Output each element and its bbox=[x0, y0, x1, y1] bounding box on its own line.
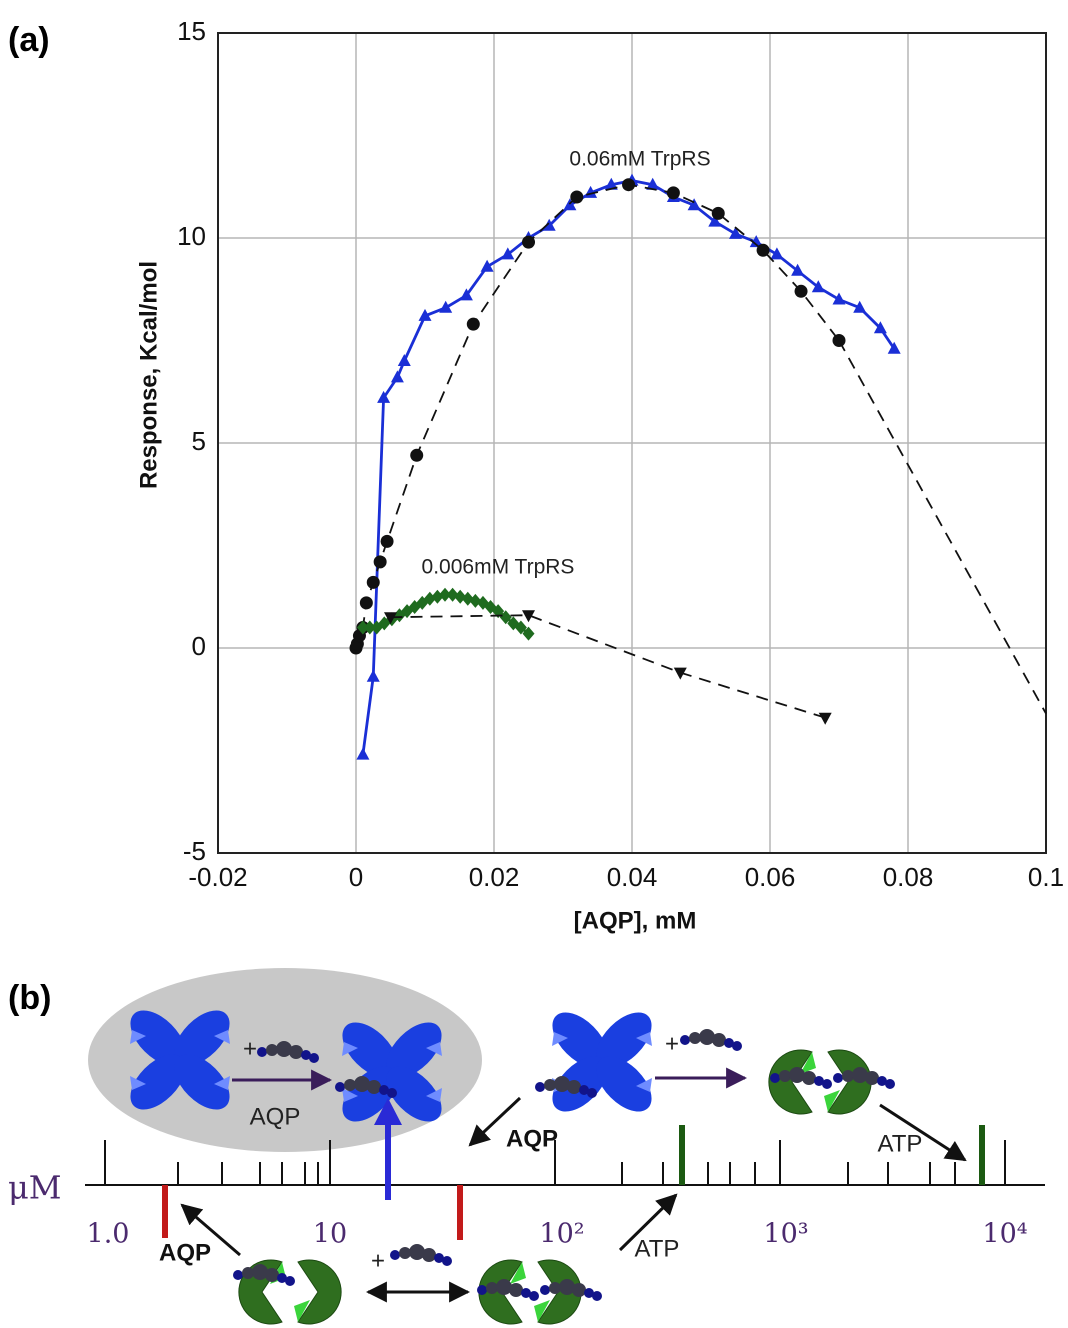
label: AQP bbox=[250, 1103, 301, 1130]
annotation: 0.06mM TrpRS bbox=[569, 148, 710, 171]
data-point bbox=[356, 747, 370, 760]
data-point bbox=[522, 626, 535, 641]
scale-label: 1.0 bbox=[87, 1219, 130, 1250]
data-point bbox=[514, 620, 527, 635]
label: + bbox=[665, 1030, 679, 1057]
y-tick-label: 15 bbox=[177, 16, 206, 46]
data-point bbox=[522, 235, 535, 249]
data-point bbox=[363, 620, 376, 635]
marker-red bbox=[162, 1185, 463, 1240]
data-point bbox=[711, 206, 725, 220]
data-point bbox=[811, 280, 825, 293]
data-point bbox=[570, 190, 584, 204]
data-point bbox=[708, 214, 722, 227]
y-axis-label: Response, Kcal/mol bbox=[135, 261, 162, 489]
arrow bbox=[468, 1096, 522, 1147]
enzyme-blue bbox=[542, 1002, 662, 1122]
y-tick-label: 0 bbox=[192, 631, 206, 661]
marker-green bbox=[679, 1125, 985, 1185]
data-point bbox=[356, 620, 369, 635]
data-point bbox=[604, 177, 618, 190]
y-tick-label: 10 bbox=[177, 221, 206, 251]
plot-frame bbox=[217, 32, 1047, 854]
series-line bbox=[838, 340, 1047, 715]
data-point bbox=[522, 610, 535, 623]
data-point bbox=[832, 292, 846, 305]
data-point bbox=[646, 177, 660, 190]
data-point bbox=[480, 259, 494, 272]
data-point bbox=[853, 300, 867, 313]
data-point bbox=[366, 575, 380, 589]
unit: μM bbox=[8, 1169, 62, 1207]
data-point bbox=[397, 354, 411, 366]
y-tick-label: -5 bbox=[183, 836, 206, 866]
x-axis-label: [AQP], mM bbox=[574, 907, 697, 934]
data-point bbox=[729, 226, 742, 239]
data-point bbox=[439, 300, 453, 313]
plot-area: -0.02 0 0.02 0.04 0.06 0.08 0.1 -5 0 5 10 15 bbox=[177, 16, 1064, 892]
data-point bbox=[770, 247, 784, 260]
data-point bbox=[377, 390, 391, 403]
x-tick-label: 0.02 bbox=[469, 862, 520, 892]
x-tick-label: 0.06 bbox=[745, 862, 796, 892]
data-point bbox=[459, 288, 473, 301]
data-point bbox=[380, 534, 394, 548]
diagram: (b) bbox=[8, 968, 1045, 1325]
data-point bbox=[749, 235, 763, 248]
scale-label: 10³ bbox=[763, 1219, 808, 1250]
data-point bbox=[410, 448, 424, 462]
data-point bbox=[673, 667, 687, 680]
data-point bbox=[373, 555, 387, 569]
data-point bbox=[439, 587, 452, 602]
data-point bbox=[791, 263, 805, 276]
data-point bbox=[756, 243, 770, 257]
data-point bbox=[359, 596, 373, 610]
data-point bbox=[666, 186, 680, 200]
x-tick-label: 0 bbox=[349, 862, 363, 892]
scale-ticks bbox=[104, 1140, 1006, 1185]
x-tick-label: 0.1 bbox=[1028, 862, 1064, 892]
series-line bbox=[390, 614, 826, 719]
data-point bbox=[366, 669, 380, 682]
panel-label: (b) bbox=[8, 979, 51, 1017]
label: + bbox=[371, 1247, 385, 1274]
y-tick-label: 5 bbox=[192, 426, 206, 456]
data-point bbox=[501, 247, 515, 260]
data-point bbox=[499, 610, 512, 625]
data-point bbox=[384, 612, 397, 625]
x-tick-label: 0.08 bbox=[883, 862, 934, 892]
data-point bbox=[794, 284, 808, 298]
panel-label: (a) bbox=[8, 21, 50, 59]
data-point bbox=[622, 178, 636, 192]
label: AQP bbox=[506, 1125, 558, 1152]
data-point bbox=[492, 604, 505, 619]
data-point bbox=[418, 308, 432, 321]
arrow bbox=[879, 1103, 967, 1162]
data-point bbox=[390, 370, 404, 383]
data-point bbox=[887, 341, 901, 354]
scale-label: 10 bbox=[313, 1219, 347, 1250]
x-tick-label: 0.04 bbox=[607, 862, 658, 892]
marker-blue bbox=[374, 1098, 402, 1125]
data-point bbox=[542, 218, 556, 231]
data-point bbox=[687, 198, 701, 211]
annotation: 0.006mM TrpRS bbox=[422, 556, 575, 579]
scale-label: 10⁴ bbox=[982, 1219, 1027, 1250]
x-tick-label: -0.02 bbox=[188, 862, 247, 892]
label: + bbox=[243, 1035, 257, 1062]
scale-label: 10² bbox=[539, 1219, 584, 1250]
data-point bbox=[466, 317, 480, 331]
data-point bbox=[873, 321, 887, 334]
label: AQP bbox=[159, 1239, 211, 1266]
arrow bbox=[618, 1193, 678, 1252]
arrow bbox=[180, 1203, 241, 1257]
label: ATP bbox=[878, 1130, 923, 1157]
molecule bbox=[390, 1244, 452, 1266]
molecule bbox=[680, 1029, 742, 1051]
data-point bbox=[818, 712, 832, 725]
label: ATP bbox=[635, 1235, 680, 1262]
